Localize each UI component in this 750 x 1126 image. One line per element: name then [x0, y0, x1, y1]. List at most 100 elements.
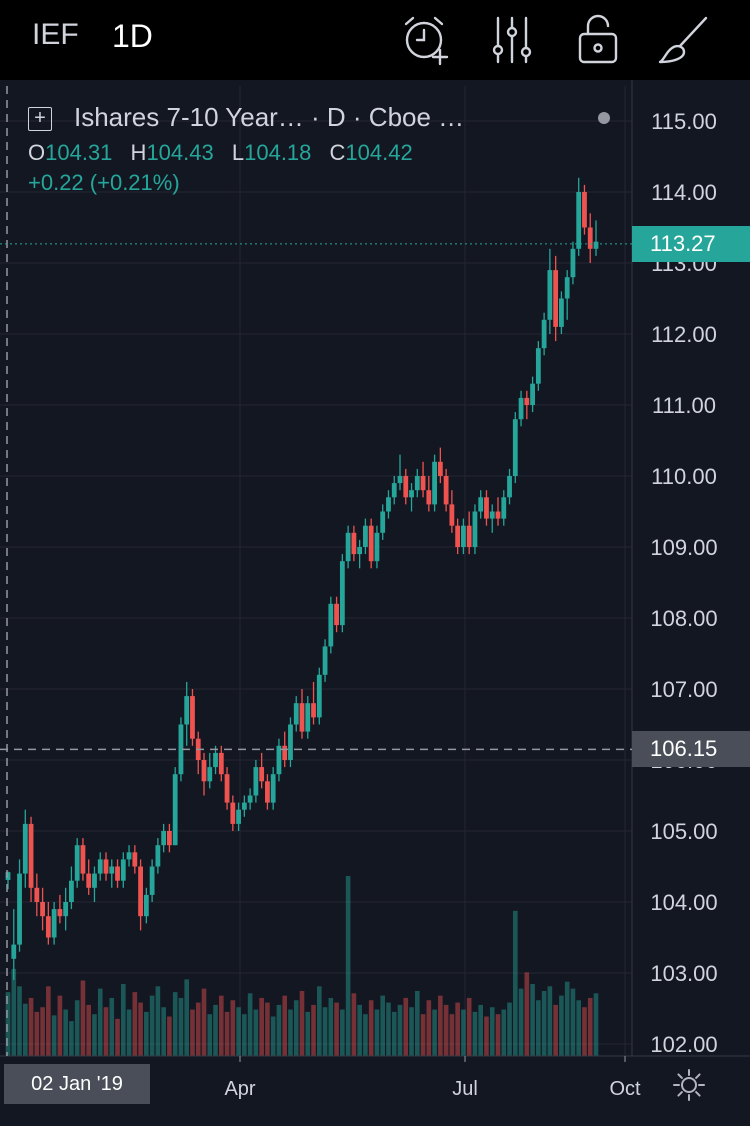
candle-body [149, 866, 155, 895]
candle-body [109, 866, 115, 874]
candle [172, 767, 178, 846]
candle [489, 504, 495, 533]
candle-body [34, 887, 40, 902]
candle [132, 845, 138, 874]
candle-body [322, 646, 328, 675]
candle-body [63, 902, 69, 917]
candle [414, 468, 420, 498]
candle [184, 681, 190, 746]
candle [524, 390, 530, 420]
volume-bar [374, 1009, 380, 1056]
volume-bar [242, 1014, 247, 1056]
candle-body [120, 859, 126, 881]
open-label: O [28, 140, 46, 165]
volume-bar [461, 1009, 466, 1056]
grid-lines [0, 86, 632, 1056]
symbol-button[interactable]: IEF [32, 18, 79, 51]
volume-bar [120, 984, 126, 1056]
volume-bar [530, 984, 535, 1056]
candle-body [461, 525, 466, 547]
candle-body [213, 752, 218, 768]
volume-bar [593, 993, 599, 1056]
volume-bar [512, 910, 518, 1056]
candle [564, 270, 570, 320]
candle [288, 717, 293, 768]
price-chart[interactable]: 115.00114.00113.00112.00111.00110.00109.… [0, 80, 750, 1126]
candle [293, 696, 299, 732]
volume-bar [63, 1009, 68, 1056]
candle [311, 681, 316, 725]
drawing-brush-icon[interactable] [656, 12, 712, 68]
candle [443, 468, 449, 512]
candle-body [489, 511, 495, 519]
price-tick-label: 107.00 [650, 677, 717, 702]
volume-bar [265, 1002, 270, 1056]
candle [178, 717, 184, 782]
candle [472, 504, 478, 555]
price-tick-label: 104.00 [650, 890, 717, 915]
volume-bar [276, 1004, 282, 1056]
candle [397, 454, 403, 491]
volume-bar [126, 1009, 132, 1056]
legend-title[interactable]: + Ishares 7-10 Year… · D · Cboe … [28, 102, 464, 133]
interval-button[interactable]: 1D [112, 18, 153, 54]
price-tick-label: 108.00 [650, 606, 717, 631]
candle [51, 902, 57, 945]
candle-body [103, 859, 109, 874]
settings-gear-icon[interactable] [672, 1068, 706, 1102]
candle-body [380, 511, 386, 533]
volume-bar [253, 1009, 259, 1056]
candle [69, 866, 74, 910]
candle [155, 838, 161, 874]
candle-body [311, 703, 316, 718]
candle-body [51, 909, 57, 938]
indicators-sliders-icon[interactable] [484, 12, 540, 68]
expand-legend-icon[interactable]: + [28, 107, 52, 132]
volume-bar [489, 1007, 495, 1056]
volume-bar [564, 981, 570, 1056]
candle-body [305, 703, 311, 732]
volume-bar [380, 995, 386, 1056]
candle-body [155, 845, 161, 867]
volume-bar [472, 1011, 478, 1056]
volume-bar [357, 1004, 362, 1056]
candle [559, 291, 564, 334]
time-tick-label: Apr [224, 1078, 255, 1100]
candle-body [92, 873, 97, 888]
candle [593, 220, 599, 256]
candle [241, 795, 247, 817]
candle [143, 887, 149, 924]
candle [363, 518, 368, 555]
volume-bar [17, 986, 22, 1056]
candle-body [293, 703, 299, 725]
candle [5, 871, 11, 890]
candle-body [478, 497, 484, 512]
price-tick-label: 105.00 [650, 819, 717, 844]
candle [11, 909, 17, 981]
volume-bar [403, 997, 409, 1056]
candle [403, 468, 409, 505]
candle [230, 795, 236, 831]
symbol-description: Ishares 7-10 Year… · D · Cboe … [74, 102, 465, 132]
high-value: 104.43 [146, 140, 214, 165]
volume-bar [230, 1000, 236, 1056]
candle [391, 476, 397, 505]
volume-bar [536, 1000, 541, 1056]
volume-bar [432, 1009, 437, 1056]
unlock-icon[interactable] [570, 12, 626, 68]
alarm-plus-icon[interactable] [398, 12, 454, 68]
volume-bar [340, 1009, 345, 1056]
candle [409, 483, 414, 512]
volume-bar [138, 1002, 143, 1056]
candle [161, 823, 167, 853]
candle [190, 689, 195, 746]
candle [351, 525, 357, 562]
candle-body [247, 795, 253, 803]
price-tick-label: 114.00 [651, 180, 717, 205]
candle [553, 255, 559, 342]
candle-body [495, 511, 501, 519]
candle-body [282, 745, 288, 760]
candle [86, 859, 92, 895]
price-axis: 115.00114.00113.00112.00111.00110.00109.… [631, 80, 718, 1057]
volume-bar [178, 997, 184, 1056]
